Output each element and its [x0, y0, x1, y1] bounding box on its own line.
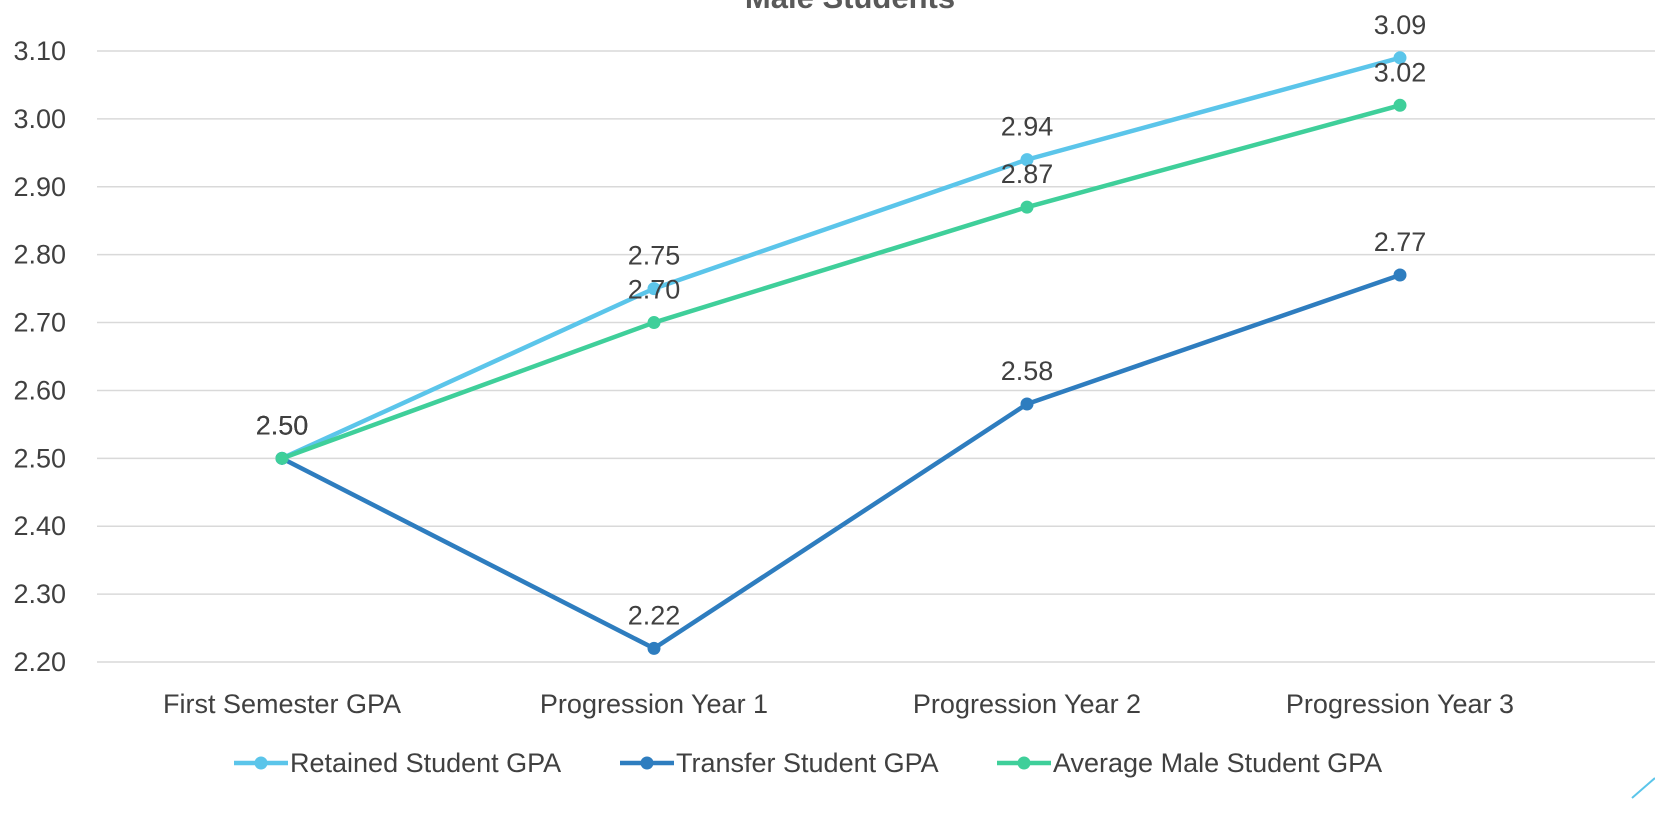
data-point[interactable] [647, 641, 661, 655]
legend-item[interactable]: Transfer Student GPA [620, 748, 939, 778]
x-tick-label: Progression Year 2 [913, 689, 1141, 719]
chart-title: Male Students [745, 0, 955, 15]
legend-marker [640, 756, 654, 770]
x-tick-label: Progression Year 3 [1286, 689, 1514, 719]
y-tick-label: 2.80 [13, 240, 66, 270]
data-label: 2.58 [1001, 356, 1054, 386]
legend-label: Average Male Student GPA [1053, 748, 1382, 778]
data-point[interactable] [1020, 397, 1034, 411]
series-line [279, 55, 1403, 461]
data-point[interactable] [647, 316, 661, 330]
x-tick-label: Progression Year 1 [540, 689, 768, 719]
data-point[interactable] [1020, 200, 1034, 214]
legend[interactable]: Retained Student GPA Transfer Student GPA… [234, 748, 1382, 778]
series-line [279, 103, 1403, 461]
data-label: 2.50 [256, 410, 309, 440]
data-point[interactable] [1393, 268, 1407, 282]
y-tick-label: 3.00 [13, 104, 66, 134]
data-label: 2.22 [628, 600, 681, 630]
data-label: 3.09 [1374, 10, 1427, 40]
data-label: 2.94 [1001, 112, 1054, 142]
data-point[interactable] [647, 282, 661, 296]
legend-label: Transfer Student GPA [676, 748, 939, 778]
corner-decoration [1631, 777, 1655, 799]
legend-marker [254, 756, 268, 770]
data-label: 2.77 [1374, 227, 1427, 257]
y-tick-label: 2.70 [13, 308, 66, 338]
y-tick-label: 2.30 [13, 579, 66, 609]
data-label: 3.02 [1374, 57, 1427, 87]
y-tick-label: 2.90 [13, 172, 66, 202]
data-point[interactable] [1020, 153, 1034, 167]
data-labels: 2.502.752.943.092.502.222.582.772.502.70… [256, 10, 1427, 631]
data-label: 2.75 [628, 241, 681, 271]
series-layer [275, 51, 1407, 655]
x-tick-label: First Semester GPA [163, 689, 401, 719]
legend-item[interactable]: Retained Student GPA [234, 748, 561, 778]
legend-marker [1017, 756, 1031, 770]
gridlines [97, 50, 1655, 663]
y-tick-label: 3.10 [13, 36, 66, 66]
data-point[interactable] [1393, 98, 1407, 112]
y-tick-label: 2.40 [13, 511, 66, 541]
legend-item[interactable]: Average Male Student GPA [997, 748, 1382, 778]
data-point[interactable] [275, 451, 289, 465]
y-tick-label: 2.20 [13, 647, 66, 677]
series-line [279, 272, 1403, 651]
data-label: 2.50 [256, 410, 309, 440]
data-point[interactable] [1393, 51, 1407, 65]
x-axis: First Semester GPA Progression Year 1 Prog… [163, 689, 1514, 719]
y-tick-label: 2.50 [13, 443, 66, 473]
y-tick-label: 2.60 [13, 375, 66, 405]
data-label: 2.70 [628, 275, 681, 305]
legend-label: Retained Student GPA [290, 748, 561, 778]
data-label: 2.87 [1001, 159, 1054, 189]
y-axis: 2.20 2.30 2.40 2.50 2.60 2.70 2.80 2.90 3.00 3.10 [13, 36, 66, 677]
data-label: 2.50 [256, 410, 309, 440]
